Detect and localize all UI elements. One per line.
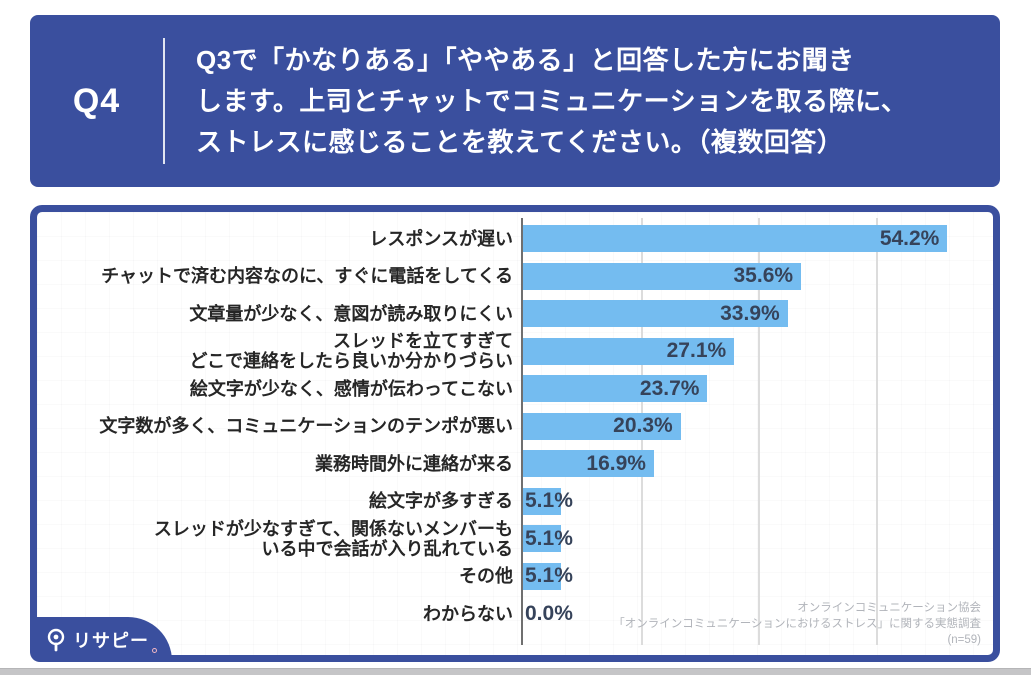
header-divider xyxy=(163,38,165,164)
bar: 20.3% xyxy=(523,412,681,440)
bar xyxy=(523,562,562,590)
category-label: 文字数が多く、コミュニケーションのテンポが悪い xyxy=(99,416,513,437)
value-label: 5.1% xyxy=(525,489,573,513)
question-number: Q4 xyxy=(72,81,121,120)
gridline-30 xyxy=(758,218,760,645)
bar: 23.7% xyxy=(523,375,708,403)
plot-area: 35.6% xyxy=(521,262,993,290)
plot-area: 16.9% xyxy=(521,450,993,478)
bottom-strip xyxy=(0,668,1031,675)
value-label: 5.1% xyxy=(525,526,573,550)
chart-row: スレッドが少なすぎて、関係ないメンバーも いる中で会話が入り乱れている 5.1% xyxy=(37,518,993,559)
question-text: Q3で「かなりある」「ややある」と回答した方にお聞き します。上司とチャットでコ… xyxy=(196,44,908,157)
value-label: 35.6% xyxy=(733,264,794,288)
chart-row: その他 5.1% xyxy=(37,558,993,596)
chart-row: 文章量が少なく、意図が読み取りにくい 33.9% xyxy=(37,295,993,333)
category-label: 業務時間外に連絡が来る xyxy=(315,453,513,474)
value-label: 5.1% xyxy=(525,564,573,588)
chart-row: 業務時間外に連絡が来る 16.9% xyxy=(37,445,993,483)
value-label: 23.7% xyxy=(639,376,700,400)
chart-row: 絵文字が少なく、感情が伝わってこない 23.7% xyxy=(37,370,993,408)
value-label: 0.0% xyxy=(525,601,573,625)
plot-area: 20.3% xyxy=(521,412,993,440)
plot-area: 0.0% xyxy=(521,600,993,627)
logo-period xyxy=(152,648,157,653)
question-header: Q4 Q3で「かなりある」「ややある」と回答した方にお聞き します。上司とチャッ… xyxy=(30,15,1000,187)
bar xyxy=(523,487,562,515)
category-label: チャットで済む内容なのに、すぐに電話をしてくる xyxy=(101,266,513,287)
category-label: スレッドが少なすぎて、関係ないメンバーも いる中で会話が入り乱れている xyxy=(153,518,513,559)
category-label: レスポンスが遅い xyxy=(369,228,513,249)
bar: 16.9% xyxy=(523,450,654,478)
chart-row: レスポンスが遅い 54.2% xyxy=(37,220,993,258)
bar: 54.2% xyxy=(523,225,948,253)
value-label: 27.1% xyxy=(666,339,727,363)
category-label: スレッドを立てすぎて どこで連絡をしたら良いか分かりづらい xyxy=(189,331,513,372)
chart-row: 文字数が多く、コミュニケーションのテンポが悪い 20.3% xyxy=(37,408,993,446)
value-label: 16.9% xyxy=(586,451,646,475)
plot-area: 27.1% xyxy=(521,337,993,365)
plot-area: 5.1% xyxy=(521,562,993,590)
category-label: 絵文字が少なく、感情が伝わってこない xyxy=(189,378,513,399)
magnifier-pin-icon xyxy=(46,628,66,652)
chart-row: わからない 0.0% xyxy=(37,595,993,633)
plot-area: 23.7% xyxy=(521,375,993,403)
risapi-logo-badge: リサピー xyxy=(30,617,172,662)
plot-area: 33.9% xyxy=(521,300,993,328)
category-label: その他 xyxy=(459,566,513,587)
bar: 35.6% xyxy=(523,262,802,290)
plot-area: 5.1% xyxy=(521,525,993,553)
source-note: オンラインコミュニケーション協会 「オンラインコミュニケーションにおけるストレス… xyxy=(613,602,981,646)
bar: 33.9% xyxy=(523,300,788,328)
chart-row: チャットで済む内容なのに、すぐに電話をしてくる 35.6% xyxy=(37,258,993,296)
chart-row: スレッドを立てすぎて どこで連絡をしたら良いか分かりづらい 27.1% xyxy=(37,331,993,372)
gridline-45 xyxy=(875,218,878,645)
chart-row: 絵文字が多すぎる 5.1% xyxy=(37,483,993,521)
plot-area: 5.1% xyxy=(521,487,993,515)
chart-panel: レスポンスが遅い 54.2% チャットで済む内容なのに、すぐに電話をしてくる 35.6… xyxy=(30,205,1000,662)
category-label: 文章量が少なく、意図が読み取りにくい xyxy=(189,303,513,324)
value-label: 54.2% xyxy=(879,226,940,250)
bar: 27.1% xyxy=(523,337,735,365)
logo-text: リサピー xyxy=(73,630,149,651)
category-label: わからない xyxy=(423,603,513,624)
bar xyxy=(523,525,562,553)
plot-area: 54.2% xyxy=(521,225,993,253)
bar-chart: レスポンスが遅い 54.2% チャットで済む内容なのに、すぐに電話をしてくる 35.6… xyxy=(37,212,993,645)
value-label: 33.9% xyxy=(720,301,780,325)
category-label: 絵文字が多すぎる xyxy=(369,491,513,512)
value-label: 20.3% xyxy=(613,414,673,438)
